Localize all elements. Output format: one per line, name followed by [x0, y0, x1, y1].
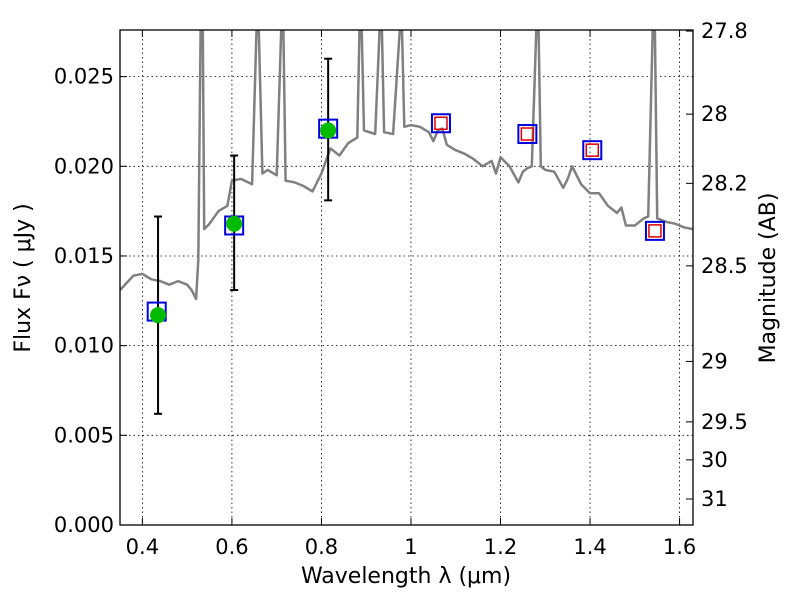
y2-tick-label: 29	[701, 349, 728, 373]
y2-tick-label: 28	[701, 102, 728, 126]
blue-square-marker	[517, 124, 538, 145]
y2-axis-title: Magnitude (AB)	[756, 193, 781, 364]
spectrum-line	[120, 30, 693, 301]
x-tick-label: 1.6	[663, 535, 696, 559]
y2-tick-label: 30	[701, 448, 728, 472]
y-tick-label: 0.005	[54, 423, 114, 447]
x-tick-label: 1.4	[573, 535, 606, 559]
x-tick-label: 0.4	[126, 535, 159, 559]
y2-tick-label: 28.2	[701, 171, 748, 195]
errorbar-layer	[154, 57, 333, 415]
y-tick-label: 0.010	[54, 334, 114, 358]
red-square-marker	[434, 116, 448, 131]
x-axis-title: Wavelength λ (μm)	[301, 564, 511, 589]
plot-frame	[119, 29, 694, 526]
tick-layer	[120, 30, 693, 526]
red-square-marker	[648, 224, 662, 238]
x-tick-label: 0.8	[305, 535, 338, 559]
green-data-point	[150, 307, 167, 324]
y-tick-label: 0.015	[54, 244, 114, 268]
spectrum-layer	[120, 30, 693, 301]
blue-square-marker	[582, 140, 603, 161]
y2-tick-label: 27.8	[701, 19, 748, 43]
y-tick-label: 0.020	[54, 154, 114, 178]
grid	[120, 30, 693, 526]
y2-tick-label: 28.5	[701, 254, 748, 278]
red-square-marker	[585, 143, 600, 157]
marker-layer	[146, 113, 665, 324]
x-tick-label: 0.6	[215, 535, 248, 559]
tick-labels: 0.4 0.6 0.8 1 1.2 1.4 1.6 0.000 0.005 0.010 0.015 0…	[54, 19, 748, 559]
y2-tick-label: 29.5	[701, 410, 748, 434]
blue-square-marker	[644, 220, 665, 241]
green-data-point	[226, 215, 243, 232]
red-square-marker	[520, 127, 535, 141]
green-data-point	[320, 122, 337, 139]
y-tick-label: 0.025	[54, 65, 114, 89]
y-tick-label: 0.000	[54, 513, 114, 537]
x-tick-label: 1	[404, 535, 417, 559]
blue-square-marker	[430, 113, 451, 134]
x-tick-label: 1.2	[484, 535, 517, 559]
y2-tick-label: 31	[701, 487, 728, 511]
y-axis-title: Flux Fν ( μJy )	[11, 203, 36, 352]
